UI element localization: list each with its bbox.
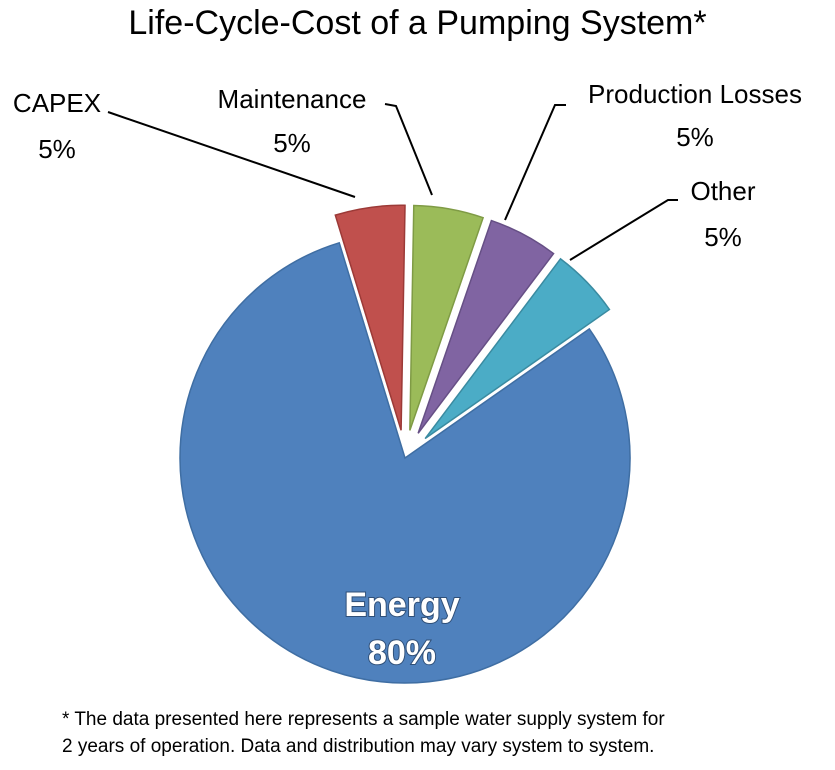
footnote: * The data presented here represents a s…	[62, 706, 822, 760]
leader-lines	[107, 103, 678, 261]
value-label-capex: 5%	[38, 134, 76, 164]
pie-slice-maintenance	[409, 204, 485, 431]
leader-line-maintenance	[384, 103, 433, 196]
value-label-maintenance: 5%	[273, 128, 311, 158]
chart-title: Life-Cycle-Cost of a Pumping System*	[128, 4, 707, 42]
leader-line-production-losses	[504, 104, 566, 221]
label-other: Other	[690, 176, 755, 206]
pie-slices	[179, 204, 631, 684]
pie-slice-capex	[334, 204, 406, 431]
pie-slice-energy	[179, 241, 631, 684]
label-production-losses: Production Losses	[588, 79, 802, 109]
footnote-line-2: 2 years of operation. Data and distribut…	[62, 736, 655, 757]
label-energy: Energy	[344, 586, 459, 624]
slice-labels: CAPEX 5% Maintenance 5% Production Losses 5% O…	[13, 79, 802, 673]
value-label-other: 5%	[704, 222, 742, 252]
value-label-energy: 80%	[368, 634, 436, 672]
leader-line-other	[569, 199, 678, 261]
pie-slice-production-losses	[417, 219, 555, 434]
leader-line-capex	[107, 111, 356, 198]
footnote-line-1: * The data presented here represents a s…	[62, 709, 665, 730]
label-maintenance: Maintenance	[218, 84, 367, 114]
value-label-production-losses: 5%	[676, 122, 714, 152]
label-capex: CAPEX	[13, 88, 101, 118]
pie-slice-other	[424, 257, 611, 440]
